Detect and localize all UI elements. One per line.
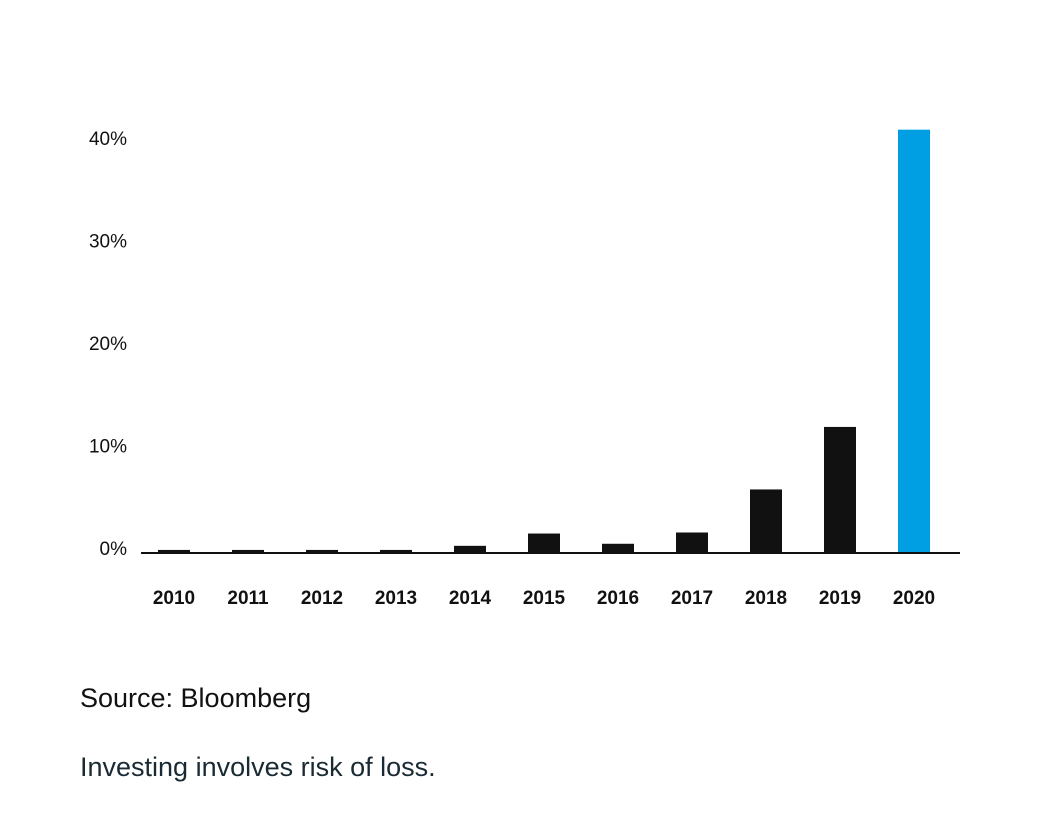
y-tick-label: 30% [89,232,127,253]
x-tick-label: 2015 [523,588,566,609]
x-tick-label: 2016 [597,588,639,609]
x-tick-label: 2011 [227,588,269,609]
source-note: Source: Bloomberg [80,683,312,713]
x-tick-label: 2012 [301,588,343,609]
y-tick-label: 0% [100,539,128,560]
bars [158,129,930,554]
bar-2010 [158,549,190,553]
risk-disclaimer: Investing involves risk of loss. [80,752,436,782]
y-tick-label: 20% [89,334,127,355]
bar-2012 [306,549,338,553]
bar-2020 [898,129,930,554]
bar-2017 [676,532,708,553]
y-tick-label: 40% [89,129,127,150]
bar-2018 [750,489,782,553]
bar-2016 [602,543,634,553]
y-axis-tick-labels: 0% 10% 20% 30% 40% [89,129,127,560]
bar-2019 [824,426,856,553]
x-tick-label: 2020 [893,588,935,609]
bar-chart: 0%10%20%30%40% 2010 2011 2012 2013 2014 2015 2… [89,129,960,609]
x-tick-label: 2014 [449,588,492,609]
bar-2014 [454,545,486,553]
x-tick-label: 2017 [671,588,713,609]
y-tick-label: 10% [89,437,127,458]
x-tick-label: 2019 [819,588,861,609]
bar-2011 [232,549,264,553]
x-tick-label: 2013 [375,588,417,609]
bar-2015 [528,533,560,553]
bar-2013 [380,549,412,553]
x-axis-tick-labels: 2010 2011 2012 2013 2014 2015 2016 2017 2018 2019… [153,588,935,609]
x-tick-label: 2018 [745,588,787,609]
x-tick-label: 2010 [153,588,195,609]
